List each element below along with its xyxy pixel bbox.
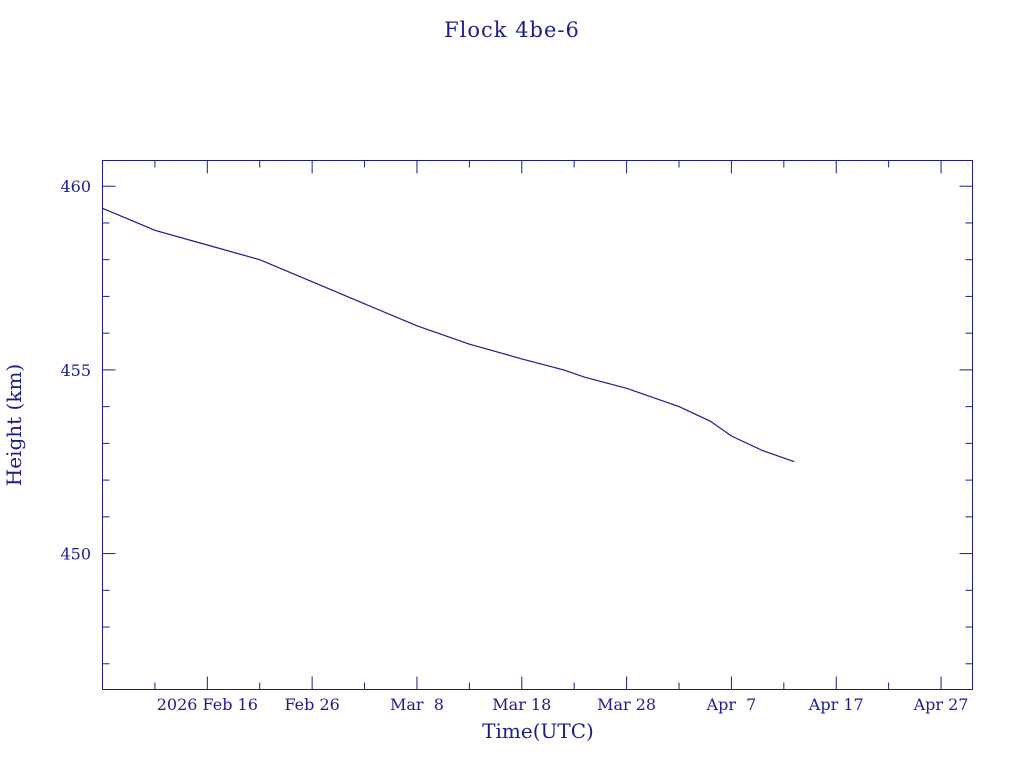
y-tick-label: 460 — [60, 177, 91, 196]
x-tick-label: Feb 26 — [284, 695, 339, 714]
y-tick-label: 455 — [60, 361, 91, 380]
tick-labels: 2026 Feb 16 Feb 26 Mar 8 Mar 18 Mar 28 Apr 7 A… — [60, 177, 968, 714]
height-series-line — [102, 207, 795, 463]
x-tick-label: Apr 7 — [706, 695, 757, 714]
x-tick-label: Mar 18 — [492, 695, 551, 714]
x-axis-label: Time(UTC) — [482, 719, 594, 743]
y-axis-label: Height (km) — [2, 364, 26, 486]
x-tick-label: Mar 8 — [390, 695, 444, 714]
axis-ticks — [102, 160, 973, 690]
chart-title: Flock 4be-6 — [444, 18, 580, 42]
x-tick-label: 2026 Feb 16 — [157, 695, 258, 714]
x-tick-label: Mar 28 — [597, 695, 656, 714]
plot-frame — [102, 160, 973, 690]
y-tick-label: 450 — [60, 545, 91, 564]
x-tick-label: Apr 27 — [913, 695, 969, 714]
x-tick-label: Apr 17 — [808, 695, 864, 714]
